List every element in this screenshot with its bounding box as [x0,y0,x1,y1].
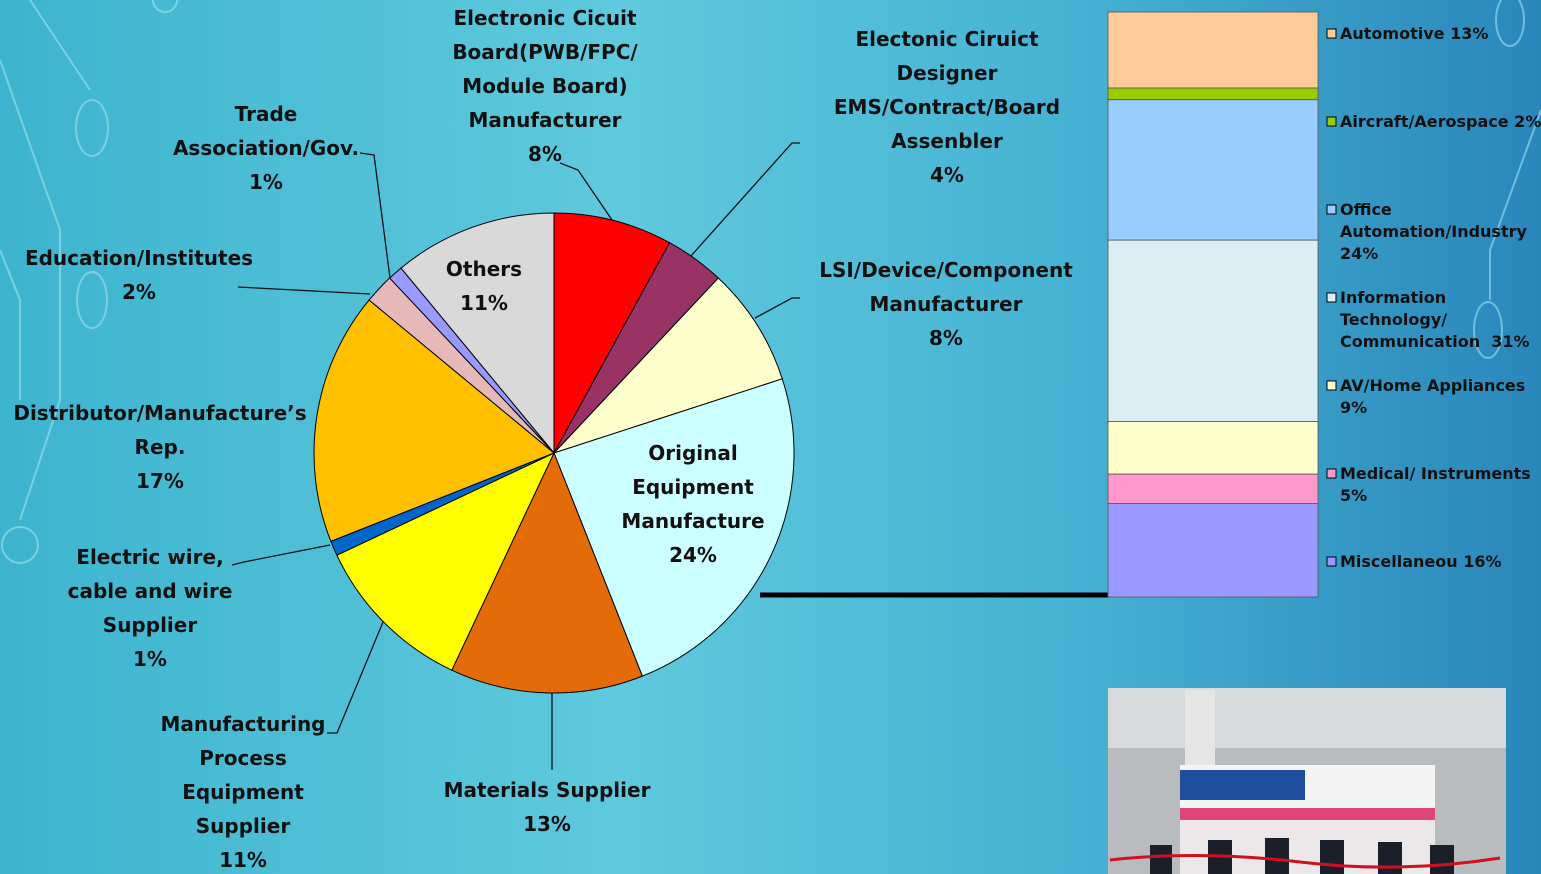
slice-value: 8% [929,326,963,350]
slice-value: 4% [930,163,964,187]
legend-swatch [1326,116,1337,127]
legend-swatch [1326,204,1337,215]
slice-value: 13% [523,812,571,836]
legend-label: Aircraft/Aerospace 2% [1340,112,1541,131]
leader-lines [231,142,800,770]
slice-label: Education/Institutes 2% [25,241,253,309]
slice-label: Distributor/Manufacture’s Rep. 17% [13,396,306,498]
slice-name: Electronic Cicuit Board(PWB/FPC/ Module … [452,6,638,132]
slice-value: 1% [249,170,283,194]
legend-label: Office Automation/Industry 24% [1340,200,1527,263]
pie-slice [553,378,795,677]
slice-label: Manufacturing Process Equipment Supplier… [161,707,326,874]
slice-value: 11% [460,291,508,315]
slice-value: 11% [219,848,267,872]
legend-label: Miscellaneou 16% [1340,552,1502,571]
slice-value: 8% [528,142,562,166]
slice-label: Electric wire, cable and wire Supplier 1% [68,540,233,676]
pie-slice [553,212,671,454]
slice-label: Others 11% [446,252,522,320]
legend-label: Medical/ Instruments 5% [1340,464,1531,505]
slice-label: LSI/Device/Component Manufacturer 8% [819,253,1073,355]
slice-value: 24% [669,543,717,567]
bar-segment [1107,421,1319,475]
bar-segment [1107,239,1319,422]
slice-name: Education/Institutes [24,246,254,270]
pie-slice [553,277,783,454]
legend-swatch [1326,468,1337,479]
circuit-decoration [0,0,1541,564]
slice-value: 17% [136,469,184,493]
legend-swatch [1326,556,1337,567]
legend-label: Automotive 13% [1340,24,1489,43]
bar-segment [1107,11,1319,89]
slice-name: Electric wire, cable and wire Supplier [67,545,233,637]
slice-name: Materials Supplier [443,778,651,802]
pie-slice [313,299,555,542]
slice-name: Electonic Ciruict Designer EMS/Contract/… [833,27,1061,153]
legend-swatch [1326,28,1337,39]
slice-name: Trade Association/Gov. [172,102,360,160]
pie-slice [400,212,555,455]
slice-value: 2% [122,280,156,304]
slice-name: LSI/Device/Component Manufacturer [819,258,1073,316]
bar-segment [1107,502,1319,598]
bar-segment [1107,473,1319,504]
slice-name: Manufacturing Process Equipment Supplier [160,712,326,838]
legend-label: Information Technology/ Communication 31… [1340,288,1530,351]
slice-name: Others [445,257,523,281]
photo [1108,688,1506,874]
legend-swatch [1326,380,1337,391]
slice-name: Distributor/Manufacture’s Rep. [13,401,307,459]
slice-label: Original Equipment Manufacture 24% [621,436,764,572]
legend-swatch [1326,292,1337,303]
slice-label: Trade Association/Gov. 1% [173,97,359,199]
bar-segment [1107,87,1319,101]
bar-segment [1107,99,1319,241]
slice-label: Electronic Cicuit Board(PWB/FPC/ Module … [452,1,637,171]
slice-label: Electonic Ciruict Designer EMS/Contract/… [834,22,1060,192]
slice-name: Original Equipment Manufacture [621,441,765,533]
slice-value: 1% [133,647,167,671]
slice-label: Materials Supplier 13% [444,773,651,841]
legend-label: AV/Home Appliances 9% [1340,376,1526,417]
pie-slice [451,451,643,694]
pie-slice [336,451,556,671]
